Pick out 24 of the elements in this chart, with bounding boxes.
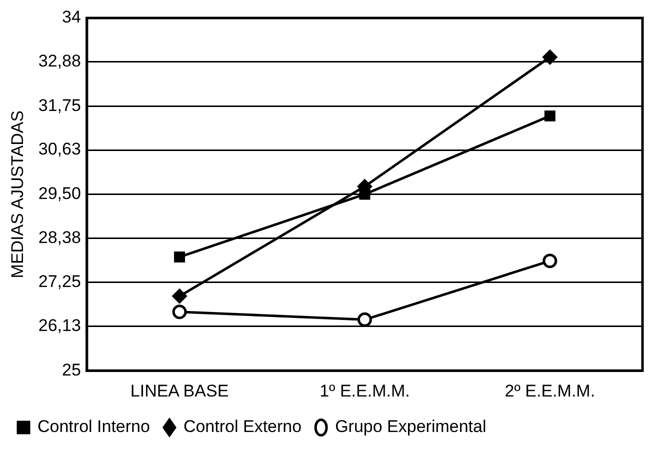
point [542,50,558,64]
point [359,188,370,200]
legend-label: Grupo Experimental [335,417,486,436]
y-tick-label: 28,38 [38,228,81,247]
point [542,254,558,268]
y-axis-title: MEDIAS AJUSTADAS [8,110,27,278]
y-tick-label: 31,75 [38,96,81,115]
legend-label: Control Interno [38,417,150,436]
point [172,304,187,320]
x-tick-label: LINEA BASE [130,381,229,400]
y-tick-label: 25 [62,360,81,380]
legend-label: Control Externo [183,417,302,436]
y-tick-label: 27,25 [38,272,81,292]
point [544,110,556,122]
y-tick-label: 26,13 [38,316,81,336]
x-tick-label: 2º E.E.M.M. [504,381,596,400]
y-tick-label: 29,50 [38,184,81,203]
y-tick-label: 30,63 [38,140,81,159]
point [174,251,186,262]
point [357,312,372,327]
y-tick-label: 34 [62,8,81,27]
y-tick-label: 32,88 [38,52,81,71]
point [172,288,187,304]
x-tick-label: 1º E.E.M.M. [320,381,410,400]
